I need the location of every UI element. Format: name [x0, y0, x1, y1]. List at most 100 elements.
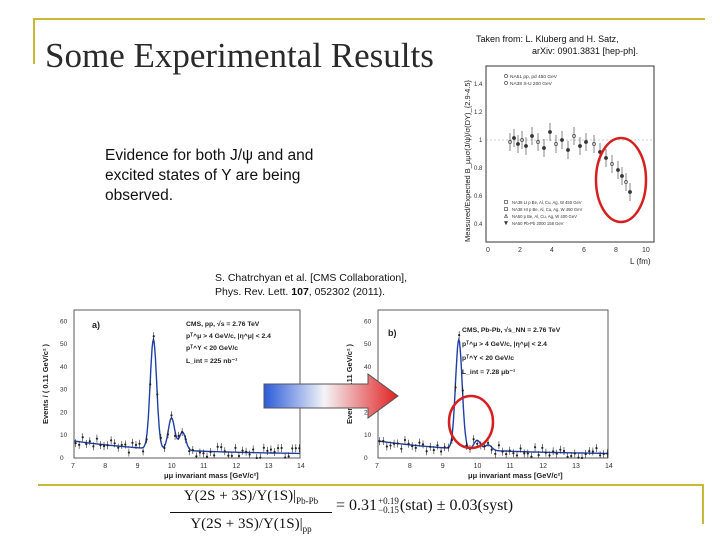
na-legend-entry: NA50 Pb-Pb 2000 158 GeV	[512, 221, 564, 226]
na-xlabel: L (fm)	[630, 257, 651, 266]
cms-a-data-point	[244, 450, 248, 453]
formula-err-plus: +0.19	[378, 496, 399, 507]
cms-a-data-point	[273, 450, 276, 454]
na-data-point	[624, 180, 628, 184]
slide-title: Some Experimental Results	[45, 36, 434, 75]
cms-a-data-point	[269, 448, 273, 451]
cms-b-xtick: 14	[605, 463, 613, 470]
cms-b-data-point	[530, 455, 533, 458]
cms-b-data-point	[396, 442, 399, 445]
cms-b-ytick: 60	[364, 318, 372, 325]
cms-a-data-point	[81, 436, 84, 439]
na-data-point	[628, 190, 632, 194]
cms-b-xtick: 13	[572, 463, 580, 470]
cms-b-data-point	[562, 449, 566, 453]
cms-b-data-point	[439, 450, 443, 453]
frame-right-line	[702, 484, 704, 524]
cms-b-data-point	[508, 449, 511, 452]
cms-a-info-line: pᵀ^Υ < 20 GeV/c	[186, 344, 238, 352]
cms-b-data-point	[421, 443, 425, 446]
cms-a-data-point	[195, 455, 198, 458]
cms-b-data-point	[382, 439, 385, 443]
cms-a-data-point	[156, 393, 159, 396]
cms-a-xtick: 11	[200, 463, 207, 470]
cms-b-data-point	[606, 452, 609, 455]
na-legend-entry: NA38 LI p Be, Al, Cu, Ag, W 450 GeV	[512, 200, 582, 205]
cms-b-data-point	[591, 450, 594, 453]
cms-a-data-point	[255, 456, 258, 460]
cms-b-data-point	[588, 449, 591, 453]
cms-b-data-point	[584, 452, 587, 456]
na-legend-entry: NA50 p Be, Al, Cu, Ag, W 400 GeV	[512, 214, 577, 219]
formula-result-value: = 0.31	[336, 497, 378, 514]
cms-a-data-point	[177, 434, 180, 437]
cms-a-data-point	[95, 437, 99, 440]
cms-b-data-point	[458, 333, 461, 337]
cms-b-data-point	[526, 452, 529, 455]
cms-a-data-point	[284, 456, 287, 459]
cms-a-data-point	[117, 446, 120, 449]
cms-b-data-point	[436, 444, 439, 447]
formula-result: = 0.31 +0.19 −0.15 (stat) ± 0.03(syst)	[336, 497, 513, 515]
cms-b-fit-curve	[377, 337, 608, 455]
na-data-point	[616, 168, 620, 172]
cms-b-info-line: L_int = 7.28 μb⁻¹	[462, 369, 516, 376]
cms-a-xtick: 7	[71, 463, 75, 470]
na-data-point	[620, 174, 624, 178]
cms-a-data-point	[291, 447, 294, 450]
cms-a-data-point	[134, 443, 138, 447]
na-data-points	[508, 123, 632, 201]
na-ytick: 0.8	[474, 166, 483, 172]
na-legend-entry: NA38 S-U 200 GeV	[510, 81, 553, 87]
cms-b-data-point	[544, 451, 547, 454]
na-data-point	[560, 138, 564, 142]
cms-a-data-point	[152, 335, 155, 338]
cms-a-data-point	[170, 414, 173, 417]
cms-b-info-line: CMS, Pb-Pb, √s_NN = 2.76 TeV	[462, 326, 561, 334]
cms-a-data-point	[202, 452, 205, 455]
cms-pp-plot: Events / ( 0.11 GeV/c² ) 60 50 40 30 20 10 0 7…	[41, 309, 305, 480]
cms-b-ytick: 50	[364, 341, 372, 348]
cms-a-xlabel: μμ invariant mass [GeV/c²]	[164, 471, 259, 480]
cms-a-data-point	[85, 442, 88, 446]
cms-b-data-point	[476, 442, 479, 445]
na-legend-top: NA51 pp, pd 450 GeV NA38 S-U 200 GeV	[510, 74, 558, 87]
cms-b-data-points	[378, 331, 609, 460]
na-ytick: 1	[479, 138, 483, 144]
cms-a-data-point	[149, 383, 152, 386]
na-data-point	[524, 144, 528, 148]
formula-stat: (stat) ± 0.03(syst)	[399, 497, 514, 514]
cms-a-data-point	[131, 441, 134, 444]
formula-err-minus: −0.15	[378, 505, 399, 516]
cms-a-data-point	[248, 453, 251, 456]
cms-a-data-point	[237, 454, 241, 458]
cms-a-data-point	[252, 448, 255, 451]
cms-b-xtick: 10	[474, 463, 482, 470]
cms-b-data-point	[400, 447, 403, 450]
cms-a-xtick: 14	[297, 463, 305, 470]
cms-a-data-point	[220, 446, 223, 449]
formula-numerator: Υ(2S + 3S)/Υ(1S)|	[183, 488, 297, 504]
cms-b-data-point	[533, 446, 537, 449]
cms-a-data-point	[209, 450, 212, 454]
cms-b-data-point	[573, 452, 576, 455]
cms-citation-authors: S. Chatrchyan et al. [CMS Collaboration]…	[215, 272, 408, 284]
cms-a-data-point	[184, 438, 187, 441]
cms-b-data-point	[443, 446, 446, 449]
cms-a-data-point	[259, 456, 262, 459]
cms-a-data-point	[266, 449, 269, 452]
cms-b-data-point	[490, 448, 493, 451]
cms-citation-volume: 107	[291, 286, 309, 298]
taken-from-note: Taken from: L. Kluberg and H. Satz, arXi…	[476, 33, 686, 57]
cms-a-data-point	[181, 430, 184, 434]
cms-a-data-point	[191, 448, 194, 452]
formula-denominator: Υ(2S + 3S)/Υ(1S)|	[190, 516, 303, 532]
na-data-point	[554, 142, 558, 146]
cms-a-ytick: 60	[60, 318, 68, 325]
na-legend-entry: NA38 HI p Be, Al, Cu, Ag, W 450 GeV	[512, 207, 582, 212]
na-highlight-circle	[594, 136, 648, 224]
cms-a-data-point	[145, 438, 148, 441]
cms-b-data-point	[447, 446, 450, 449]
cms-b-data-point	[403, 438, 407, 442]
cms-a-info-line: pᵀ^μ > 4 GeV/c, |η^μ| < 2.4	[186, 332, 271, 340]
